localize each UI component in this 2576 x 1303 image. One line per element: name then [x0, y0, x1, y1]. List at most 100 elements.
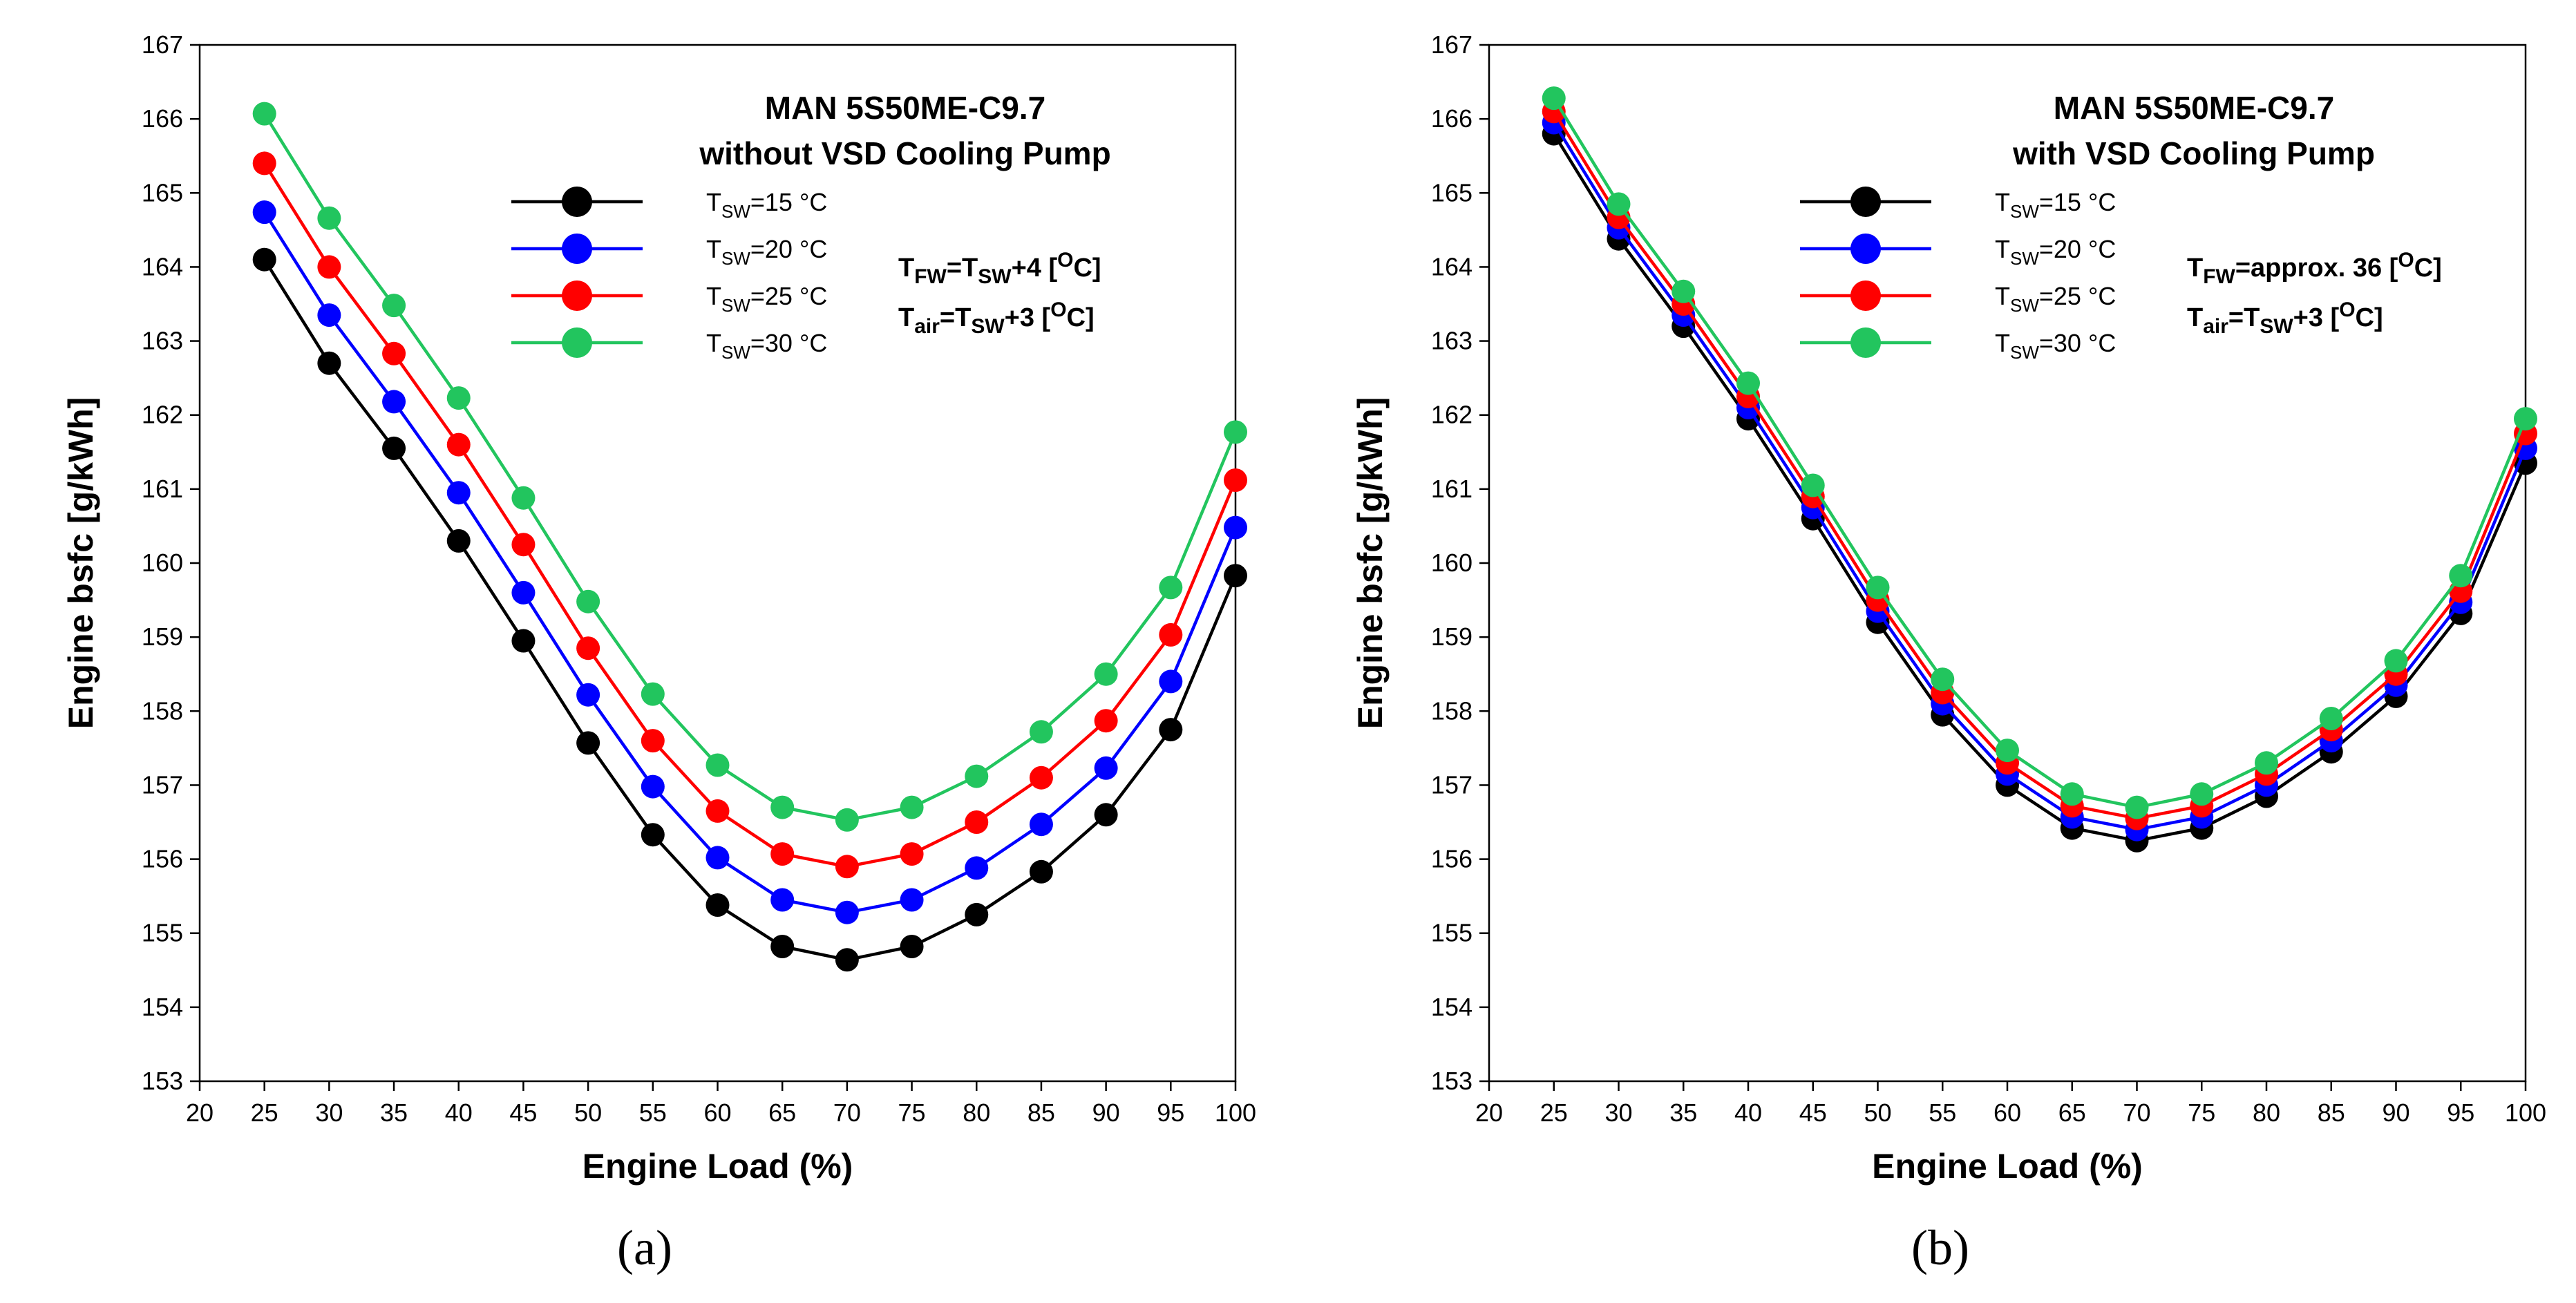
chart-title-line2: without VSD Cooling Pump — [699, 135, 1110, 171]
data-point — [1159, 718, 1183, 742]
data-point — [252, 102, 276, 126]
y-tick-label: 159 — [1431, 622, 1472, 651]
x-tick-label: 40 — [445, 1098, 473, 1127]
data-point — [641, 774, 665, 799]
legend-label: TSW=30 °C — [1995, 329, 2116, 363]
data-point — [965, 764, 989, 788]
series-line — [263, 211, 1238, 915]
data-point — [446, 481, 471, 505]
x-tick-label: 80 — [963, 1098, 990, 1127]
legend-marker — [562, 187, 592, 217]
y-tick-label: 163 — [1431, 327, 1472, 355]
data-point — [2255, 751, 2278, 775]
y-tick-label: 165 — [142, 178, 183, 207]
series-0 — [1542, 122, 2537, 853]
y-axis-label: Engine bsfc [g/kWh] — [1351, 397, 1390, 730]
data-point — [770, 842, 795, 866]
x-tick-label: 55 — [1929, 1098, 1956, 1127]
data-point — [641, 682, 665, 706]
data-point — [2449, 564, 2473, 588]
legend-marker — [1850, 187, 1881, 217]
data-point — [900, 795, 924, 819]
series-line — [263, 258, 1238, 962]
chart-panel-b: 153 154 155 156 157 158 159 160 161 162 163 164 165 1… — [1351, 30, 2546, 1275]
data-point — [835, 855, 859, 879]
data-point — [770, 935, 795, 958]
x-tick-label: 90 — [2382, 1098, 2409, 1127]
data-point — [1801, 473, 1825, 497]
data-point — [446, 529, 471, 553]
legend-item: TSW=30 °C — [511, 327, 827, 363]
data-point — [382, 390, 406, 414]
data-point — [770, 888, 795, 912]
data-point — [2125, 795, 2149, 819]
y-tick-label: 164 — [142, 252, 183, 280]
data-point — [1094, 803, 1118, 827]
y-tick-label: 155 — [1431, 919, 1472, 947]
annotation-1: Tair=TSW+3 [OC] — [898, 298, 1095, 338]
y-tick-label: 156 — [142, 845, 183, 873]
series-line — [263, 113, 1238, 822]
x-tick-label: 85 — [2318, 1098, 2345, 1127]
x-tick-label: 100 — [2505, 1098, 2546, 1127]
data-point — [252, 200, 276, 225]
y-tick-label: 167 — [142, 30, 183, 59]
data-point — [965, 810, 989, 834]
data-point — [1029, 859, 1053, 884]
x-tick-label: 90 — [1092, 1098, 1120, 1127]
data-point — [705, 753, 730, 777]
y-tick-label: 167 — [1431, 30, 1472, 59]
data-point — [2190, 782, 2214, 806]
x-tick-label: 100 — [1215, 1098, 1256, 1127]
x-axis-label: Engine Load (%) — [583, 1147, 853, 1186]
data-point — [1931, 667, 1955, 692]
data-point — [1607, 192, 1631, 216]
x-tick-label: 95 — [2447, 1098, 2474, 1127]
data-point — [1224, 564, 1247, 588]
x-tick-label: 85 — [1027, 1098, 1055, 1127]
data-point — [252, 247, 276, 272]
legend-item: TSW=25 °C — [511, 280, 827, 316]
data-point — [382, 294, 406, 318]
y-tick-label: 160 — [142, 549, 183, 577]
data-point — [1224, 515, 1247, 540]
legend-label: TSW=30 °C — [706, 329, 827, 363]
x-tick-label: 25 — [251, 1098, 278, 1127]
series-line — [1552, 97, 2528, 809]
legend-marker — [562, 234, 592, 264]
data-point — [1029, 812, 1053, 837]
y-tick-label: 155 — [142, 919, 183, 947]
legend-item: TSW=30 °C — [1800, 327, 2116, 363]
data-point — [835, 900, 859, 924]
data-point — [2514, 407, 2537, 431]
x-tick-label: 80 — [2253, 1098, 2280, 1127]
x-tick-label: 25 — [1540, 1098, 1568, 1127]
data-point — [576, 731, 600, 755]
y-axis-label: Engine bsfc [g/kWh] — [61, 397, 100, 730]
y-tick-label: 156 — [1431, 845, 1472, 873]
x-tick-label: 45 — [1799, 1098, 1827, 1127]
chart-panel-a: 153 154 155 156 157 158 159 160 161 162 163 164 165 1… — [61, 30, 1256, 1275]
x-tick-label: 70 — [833, 1098, 861, 1127]
legend-marker — [1850, 327, 1881, 358]
legend-label: TSW=15 °C — [1995, 188, 2116, 222]
data-point — [705, 893, 730, 917]
data-point — [1029, 765, 1053, 790]
x-tick-label: 70 — [2123, 1098, 2150, 1127]
data-point — [705, 846, 730, 870]
y-tick-label: 158 — [1431, 696, 1472, 725]
data-point — [1542, 86, 1566, 111]
x-axis-label: Engine Load (%) — [1872, 1147, 2143, 1186]
data-point — [641, 823, 665, 847]
annotation-1: Tair=TSW+3 [OC] — [2187, 298, 2383, 338]
y-tick-label: 159 — [142, 622, 183, 651]
data-point — [252, 151, 276, 175]
data-point — [576, 683, 600, 707]
legend-label: TSW=25 °C — [1995, 282, 2116, 316]
data-point — [900, 842, 924, 866]
annotation-0: TFW=approx. 36 [OC] — [2187, 249, 2442, 288]
data-point — [576, 589, 600, 614]
series-0 — [252, 247, 1247, 972]
legend-marker — [1850, 280, 1881, 311]
data-point — [770, 795, 795, 819]
